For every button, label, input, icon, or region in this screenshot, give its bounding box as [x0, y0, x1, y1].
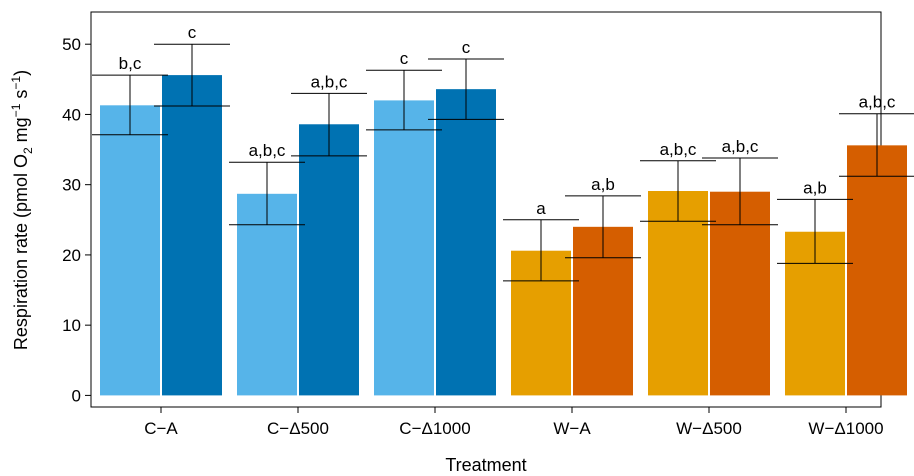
error-bar: [565, 195, 641, 259]
error-bar: [154, 43, 230, 107]
bar-first-0: [100, 105, 160, 396]
error-bar: [428, 58, 504, 120]
error-bar: [839, 113, 914, 177]
y-tick-label: 10: [62, 316, 81, 335]
significance-label: a,b,c: [859, 93, 896, 112]
bar-second-1: [299, 124, 359, 396]
x-tick-label: C−Δ1000: [399, 419, 470, 438]
significance-label: a,b: [803, 178, 827, 197]
significance-label: a,b: [591, 175, 615, 194]
significance-label: c: [400, 49, 409, 68]
bar-first-4: [648, 191, 708, 396]
error-bar: [702, 157, 778, 226]
error-bar: [291, 92, 367, 157]
x-tick-label: W−Δ1000: [808, 419, 883, 438]
x-tick-label: C−A: [144, 419, 178, 438]
x-tick-label: W−Δ500: [676, 419, 742, 438]
significance-labels-layer: b,c c a,b,c a,b,c c c a a,b a,b,c a,b,c a,b a,b,c: [119, 23, 896, 218]
y-tick-label: 50: [62, 35, 81, 54]
y-tick-label: 20: [62, 246, 81, 265]
significance-label: c: [188, 23, 197, 42]
x-tick-label: W−A: [553, 419, 591, 438]
significance-label: a,b,c: [311, 72, 348, 91]
bars-layer: [100, 75, 907, 396]
y-tick-label: 40: [62, 105, 81, 124]
error-bars-layer: [92, 43, 914, 282]
error-bar: [92, 74, 168, 136]
error-bar: [229, 161, 305, 226]
bar-second-2: [436, 89, 496, 396]
x-axis: C−A C−Δ500 C−Δ1000 W−A W−Δ500 W−Δ1000: [144, 407, 884, 438]
y-tick-label: 30: [62, 176, 81, 195]
significance-label: a,b,c: [660, 140, 697, 159]
bar-second-5: [847, 145, 907, 396]
y-tick-label: 0: [72, 386, 81, 405]
x-tick-label: C−Δ500: [267, 419, 329, 438]
y-axis-title: Respiration rate (pmol O2 mg−1 s−1): [9, 70, 35, 350]
significance-label: b,c: [119, 54, 142, 73]
bar-second-0: [162, 75, 222, 396]
error-bar: [366, 69, 442, 131]
bar-first-1: [237, 193, 297, 396]
significance-label: c: [462, 38, 471, 57]
x-axis-title: Treatment: [445, 455, 526, 475]
error-bar: [503, 219, 579, 282]
significance-label: a: [536, 199, 546, 218]
error-bar: [777, 198, 853, 264]
y-axis: 0 10 20 30 40 50: [62, 35, 91, 405]
significance-label: a,b,c: [249, 141, 286, 160]
bar-second-4: [710, 191, 770, 396]
significance-label: a,b,c: [722, 137, 759, 156]
error-bar: [640, 160, 716, 222]
bar-first-2: [374, 100, 434, 396]
